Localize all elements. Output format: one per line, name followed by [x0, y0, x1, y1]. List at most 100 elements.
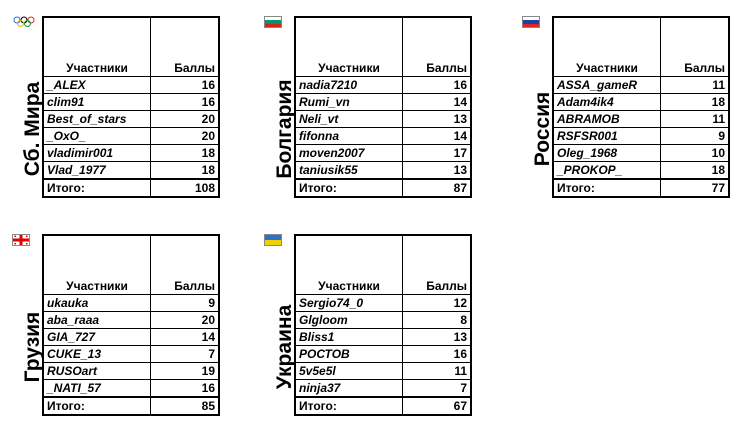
player-name: clim91 [42, 93, 151, 111]
player-score: 18 [150, 161, 220, 180]
player-score: 10 [660, 144, 730, 162]
team-table: Участники Баллы nadia7210 16 Rumi_vn 14 Ne… [294, 16, 472, 198]
total-label: Итого: [42, 178, 151, 198]
table-row: taniusik55 13 [294, 161, 472, 180]
total-score: 77 [660, 178, 730, 198]
player-score: 7 [402, 379, 472, 398]
team-block-world: Сб. Мира Участники Баллы _ALEX 16 clim91 1… [12, 16, 252, 206]
player-name: _NATI_57 [42, 379, 151, 398]
player-score: 18 [150, 144, 220, 162]
table-row: CUKE_13 7 [42, 345, 220, 363]
total-score: 87 [402, 178, 472, 198]
table-row: Rumi_vn 14 [294, 93, 472, 111]
player-score: 19 [150, 362, 220, 380]
table-row: Best_of_stars 20 [42, 110, 220, 128]
table-row: Adam4ik4 18 [552, 93, 730, 111]
player-score: 20 [150, 127, 220, 145]
player-score: 7 [150, 345, 220, 363]
player-name: Sergio74_0 [294, 294, 403, 312]
player-name: Rumi_vn [294, 93, 403, 111]
player-name: _OxO_ [42, 127, 151, 145]
player-score: 13 [402, 161, 472, 180]
team-block-ukraine: Украина Участники Баллы Sergio74_0 12 Glg… [264, 234, 504, 424]
player-name: _PROKOP_ [552, 161, 661, 180]
olympic-rings-icon [13, 16, 35, 27]
player-name: ninja37 [294, 379, 403, 398]
table-row: nadia7210 16 [294, 76, 472, 94]
player-name: Best_of_stars [42, 110, 151, 128]
team-block-georgia: Грузия Участники Баллы ukauka 9 aba_raaa 2… [12, 234, 252, 424]
total-score: 108 [150, 178, 220, 198]
team-block-russia: Россия Участники Баллы ASSA_gameR 11 Adam… [522, 16, 751, 206]
participants-header: Участники [294, 234, 403, 295]
total-label: Итого: [294, 178, 403, 198]
player-name: nadia7210 [294, 76, 403, 94]
points-header: Баллы [150, 234, 220, 295]
table-row: RSFSR001 9 [552, 127, 730, 145]
player-score: 13 [402, 110, 472, 128]
player-score: 14 [402, 93, 472, 111]
table-row: GIA_727 14 [42, 328, 220, 346]
player-score: 8 [402, 311, 472, 329]
player-score: 14 [150, 328, 220, 346]
player-name: Vlad_1977 [42, 161, 151, 180]
bulgaria-flag-icon [264, 16, 282, 28]
table-row: Vlad_1977 18 [42, 161, 220, 180]
player-name: 5v5e5l [294, 362, 403, 380]
total-row: Итого: 77 [552, 178, 730, 198]
player-name: moven2007 [294, 144, 403, 162]
total-label: Итого: [294, 396, 403, 416]
participants-header: Участники [552, 16, 661, 77]
points-header: Баллы [150, 16, 220, 77]
player-name: Bliss1 [294, 328, 403, 346]
player-score: 20 [150, 110, 220, 128]
table-row: _OxO_ 20 [42, 127, 220, 145]
table-row: 5v5e5l 11 [294, 362, 472, 380]
player-score: 11 [402, 362, 472, 380]
player-score: 11 [660, 110, 730, 128]
player-score: 16 [150, 76, 220, 94]
total-label: Итого: [42, 396, 151, 416]
team-block-bulgaria: Болгария Участники Баллы nadia7210 16 Rum… [264, 16, 504, 206]
table-row: Oleg_1968 10 [552, 144, 730, 162]
player-name: Adam4ik4 [552, 93, 661, 111]
total-row: Итого: 85 [42, 396, 220, 416]
russia-flag-icon [522, 16, 540, 28]
player-name: RSFSR001 [552, 127, 661, 145]
player-score: 16 [402, 345, 472, 363]
table-row: RUSOart 19 [42, 362, 220, 380]
participants-header: Участники [294, 16, 403, 77]
total-row: Итого: 67 [294, 396, 472, 416]
total-score: 67 [402, 396, 472, 416]
player-score: 18 [660, 93, 730, 111]
table-row: ASSA_gameR 11 [552, 76, 730, 94]
table-row: Glgloom 8 [294, 311, 472, 329]
player-name: РОСТОВ [294, 345, 403, 363]
player-score: 14 [402, 127, 472, 145]
player-score: 9 [150, 294, 220, 312]
table-row: _PROKOP_ 18 [552, 161, 730, 180]
player-name: fifonna [294, 127, 403, 145]
table-row: РОСТОВ 16 [294, 345, 472, 363]
table-row: Bliss1 13 [294, 328, 472, 346]
participants-header: Участники [42, 234, 151, 295]
table-row: ukauka 9 [42, 294, 220, 312]
player-name: ASSA_gameR [552, 76, 661, 94]
player-score: 20 [150, 311, 220, 329]
table-row: vladimir001 18 [42, 144, 220, 162]
points-header: Баллы [660, 16, 730, 77]
player-score: 17 [402, 144, 472, 162]
player-name: _ALEX [42, 76, 151, 94]
table-row: ninja37 7 [294, 379, 472, 398]
team-table: Участники Баллы ASSA_gameR 11 Adam4ik4 18 … [552, 16, 730, 198]
player-score: 16 [150, 379, 220, 398]
player-score: 11 [660, 76, 730, 94]
table-row: clim91 16 [42, 93, 220, 111]
team-table: Участники Баллы ukauka 9 aba_raaa 20 GIA_7… [42, 234, 220, 416]
player-score: 13 [402, 328, 472, 346]
table-row: Sergio74_0 12 [294, 294, 472, 312]
player-name: Neli_vt [294, 110, 403, 128]
table-row: ABRAMOB 11 [552, 110, 730, 128]
player-score: 12 [402, 294, 472, 312]
player-score: 18 [660, 161, 730, 180]
